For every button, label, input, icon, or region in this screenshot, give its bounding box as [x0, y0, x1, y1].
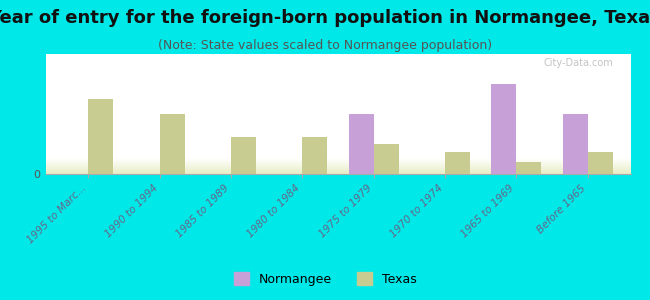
Bar	[302, 136, 328, 174]
Bar	[88, 99, 113, 174]
Text: City-Data.com: City-Data.com	[543, 58, 613, 68]
Bar	[445, 152, 470, 174]
Text: (Note: State values scaled to Normangee population): (Note: State values scaled to Normangee …	[158, 39, 492, 52]
Bar	[563, 114, 588, 174]
Text: Year of entry for the foreign-born population in Normangee, Texas: Year of entry for the foreign-born popul…	[0, 9, 650, 27]
Bar	[491, 84, 516, 174]
Legend: Normangee, Texas: Normangee, Texas	[229, 267, 421, 291]
Bar	[588, 152, 613, 174]
Bar	[160, 114, 185, 174]
Bar	[374, 144, 398, 174]
Bar	[516, 162, 541, 174]
Bar	[231, 136, 256, 174]
Bar	[348, 114, 374, 174]
